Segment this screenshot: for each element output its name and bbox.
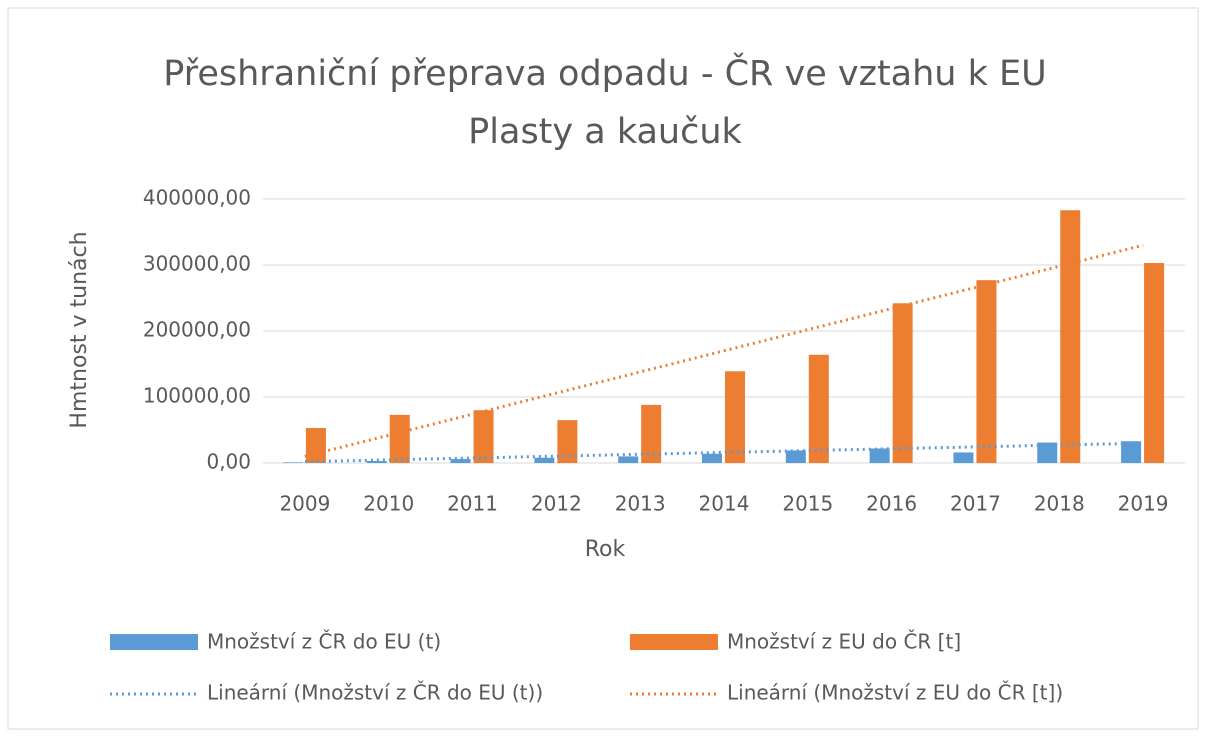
y-tick-label: 100000,00 bbox=[143, 384, 251, 408]
bar bbox=[618, 456, 639, 463]
x-tick-label: 2012 bbox=[531, 492, 582, 516]
bar bbox=[282, 462, 303, 463]
x-tick-label: 2014 bbox=[699, 492, 750, 516]
chart-subtitle: Plasty a kaučuk bbox=[468, 112, 742, 152]
bar bbox=[725, 371, 745, 463]
y-tick-label: 0,00 bbox=[206, 450, 251, 474]
x-tick-label: 2017 bbox=[950, 492, 1001, 516]
x-axis-title: Rok bbox=[585, 537, 626, 562]
legend-label: Lineární (Množství z ČR do EU (t)) bbox=[207, 681, 543, 705]
bar bbox=[450, 459, 471, 463]
y-tick-label: 400000,00 bbox=[143, 186, 251, 210]
legend-label: Lineární (Množství z EU do ČR [t]) bbox=[727, 681, 1063, 705]
legend-label: Množství z ČR do EU (t) bbox=[207, 630, 441, 654]
legend-label: Množství z EU do ČR [t] bbox=[727, 630, 961, 654]
y-tick-label: 300000,00 bbox=[143, 252, 251, 276]
bar bbox=[869, 448, 890, 463]
legend-swatch bbox=[630, 634, 718, 650]
x-tick-label: 2010 bbox=[363, 492, 414, 516]
x-tick-label: 2015 bbox=[782, 492, 833, 516]
bar bbox=[892, 303, 913, 463]
bar bbox=[953, 452, 974, 463]
bar bbox=[808, 354, 829, 463]
chart-frame bbox=[7, 7, 1199, 730]
x-tick-label: 2016 bbox=[866, 492, 917, 516]
bar bbox=[1037, 442, 1058, 463]
bar bbox=[1144, 263, 1165, 463]
bar bbox=[473, 410, 494, 463]
bar bbox=[702, 453, 722, 463]
y-tick-label: 200000,00 bbox=[143, 318, 251, 342]
trendline bbox=[304, 243, 1144, 458]
bar bbox=[976, 280, 997, 463]
y-axis-title: Hmtnost v tunách bbox=[67, 231, 92, 428]
x-tick-label: 2019 bbox=[1118, 492, 1169, 516]
bar bbox=[641, 404, 662, 463]
x-tick-label: 2009 bbox=[279, 492, 330, 516]
x-tick-label: 2011 bbox=[447, 492, 498, 516]
chart-title: Přeshraniční přeprava odpadu - ČR ve vzt… bbox=[163, 52, 1047, 94]
trendline bbox=[304, 441, 1144, 464]
bar bbox=[557, 420, 578, 463]
bar bbox=[1121, 441, 1142, 463]
bar bbox=[366, 461, 387, 463]
bar bbox=[534, 457, 555, 463]
x-tick-label: 2018 bbox=[1034, 492, 1085, 516]
bar bbox=[1060, 210, 1081, 463]
legend-swatch bbox=[110, 634, 198, 650]
bar bbox=[305, 428, 326, 463]
bar bbox=[785, 450, 806, 463]
x-tick-label: 2013 bbox=[615, 492, 666, 516]
bar bbox=[389, 414, 410, 463]
